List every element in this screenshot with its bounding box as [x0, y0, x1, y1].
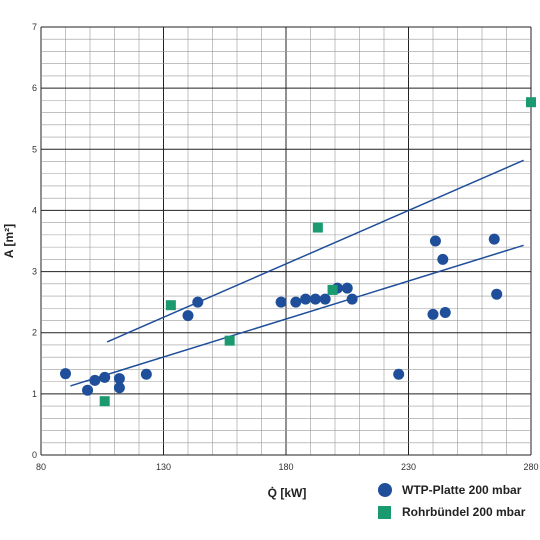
- data-point-circle: [319, 293, 331, 305]
- y-tick-label: 6: [32, 83, 37, 93]
- y-tick-label: 2: [32, 328, 37, 338]
- y-tick-label: 1: [32, 389, 37, 399]
- legend-label: WTP-Platte 200 mbar: [402, 483, 522, 497]
- data-point-square: [312, 222, 323, 233]
- data-point-circle: [309, 293, 321, 305]
- x-tick-label: 80: [36, 462, 46, 472]
- data-point-circle: [437, 253, 449, 265]
- data-point-circle: [393, 368, 405, 380]
- data-point-circle: [491, 288, 503, 300]
- data-point-circle: [113, 373, 125, 385]
- data-point-circle: [488, 233, 500, 245]
- legend: WTP-Platte 200 mbar Rohrbündel 200 mbar: [378, 483, 526, 519]
- y-tick-label: 0: [32, 450, 37, 460]
- x-tick-label: 280: [523, 462, 538, 472]
- data-point-square: [99, 396, 110, 407]
- data-point-circle: [99, 371, 111, 383]
- data-point-circle: [140, 368, 152, 380]
- data-point-circle: [341, 282, 353, 294]
- data-point-square: [327, 284, 338, 295]
- data-point-circle: [300, 293, 312, 305]
- data-point-circle: [82, 384, 94, 396]
- x-axis-title: Q̇ [kW]: [268, 485, 307, 500]
- data-point-square: [165, 300, 176, 311]
- data-point-square: [224, 335, 235, 346]
- data-point-circle: [192, 296, 204, 308]
- data-point-circle: [275, 296, 287, 308]
- legend-marker-circle: [378, 483, 392, 497]
- y-tick-label: 3: [32, 267, 37, 277]
- y-axis-title: A [m²]: [2, 224, 16, 258]
- data-point-square: [526, 97, 536, 108]
- data-point-circle: [182, 310, 194, 322]
- y-tick-label: 5: [32, 144, 37, 154]
- data-point-circle: [113, 382, 125, 394]
- data-point-circle: [60, 368, 71, 380]
- data-point-circle: [290, 296, 302, 308]
- trend-line: [106, 159, 524, 343]
- x-tick-label: 230: [401, 462, 416, 472]
- legend-marker-square: [378, 506, 391, 519]
- x-tick-label: 130: [156, 462, 171, 472]
- grid: [40, 26, 532, 456]
- trend-lines: [70, 159, 524, 387]
- data-markers: [60, 97, 536, 407]
- y-tick-label: 7: [32, 22, 37, 32]
- data-point-circle: [346, 293, 358, 305]
- tick-labels: 80 130 180 230 280 0 1 2 3 4 5 6 7: [32, 22, 539, 472]
- data-point-circle: [439, 307, 451, 319]
- y-tick-label: 4: [32, 205, 37, 215]
- legend-label: Rohrbündel 200 mbar: [402, 505, 526, 519]
- x-tick-label: 180: [278, 462, 293, 472]
- data-point-circle: [427, 308, 439, 320]
- data-point-circle: [429, 235, 441, 247]
- data-point-circle: [89, 374, 101, 386]
- trend-line: [70, 244, 524, 387]
